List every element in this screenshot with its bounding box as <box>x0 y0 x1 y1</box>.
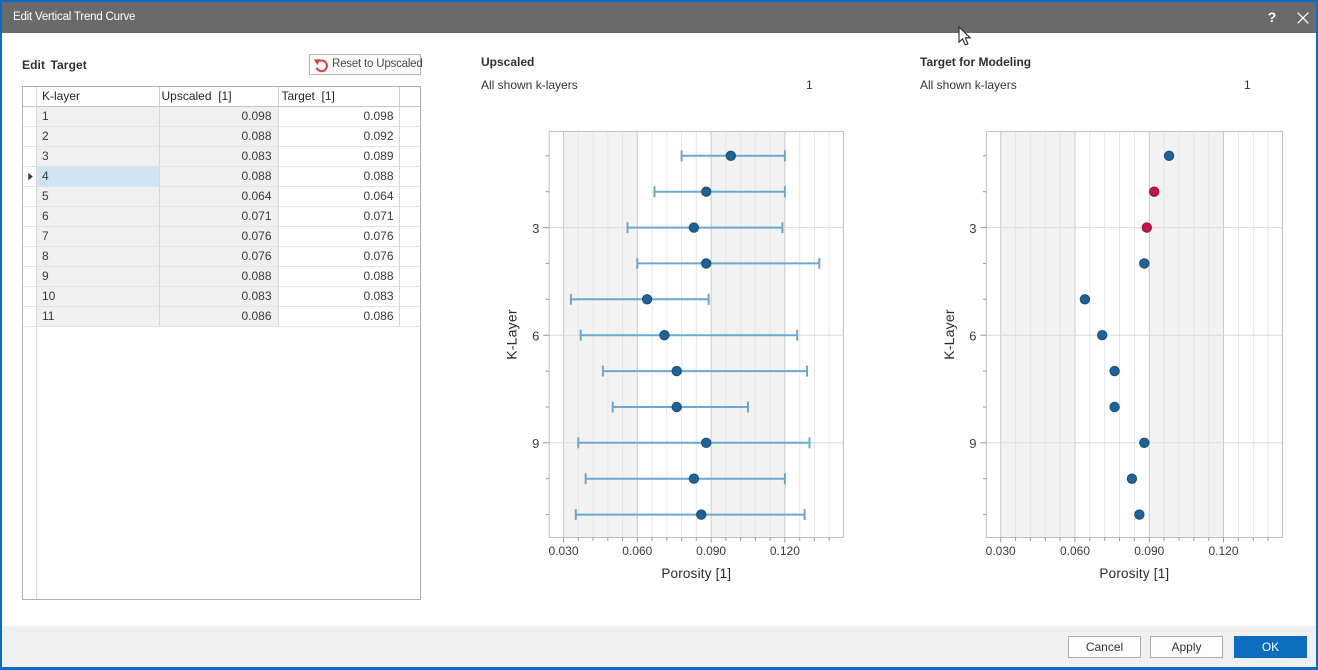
svg-text:3: 3 <box>969 221 976 236</box>
svg-text:Porosity [1]: Porosity [1] <box>661 566 731 581</box>
svg-text:6: 6 <box>969 328 976 343</box>
svg-text:0.060: 0.060 <box>622 544 652 558</box>
svg-text:0.030: 0.030 <box>548 544 578 558</box>
svg-text:6: 6 <box>532 328 539 343</box>
svg-text:3: 3 <box>532 221 539 236</box>
svg-text:K-Layer: K-Layer <box>504 309 520 360</box>
svg-text:0.060: 0.060 <box>1060 544 1090 558</box>
svg-text:9: 9 <box>969 436 976 451</box>
svg-text:0.090: 0.090 <box>696 544 726 558</box>
svg-text:9: 9 <box>532 436 539 451</box>
svg-text:K-Layer: K-Layer <box>941 309 957 360</box>
svg-text:0.030: 0.030 <box>986 544 1016 558</box>
svg-text:0.120: 0.120 <box>1208 544 1238 558</box>
svg-text:0.090: 0.090 <box>1134 544 1164 558</box>
svg-text:0.120: 0.120 <box>770 544 800 558</box>
svg-text:Porosity [1]: Porosity [1] <box>1099 566 1169 581</box>
